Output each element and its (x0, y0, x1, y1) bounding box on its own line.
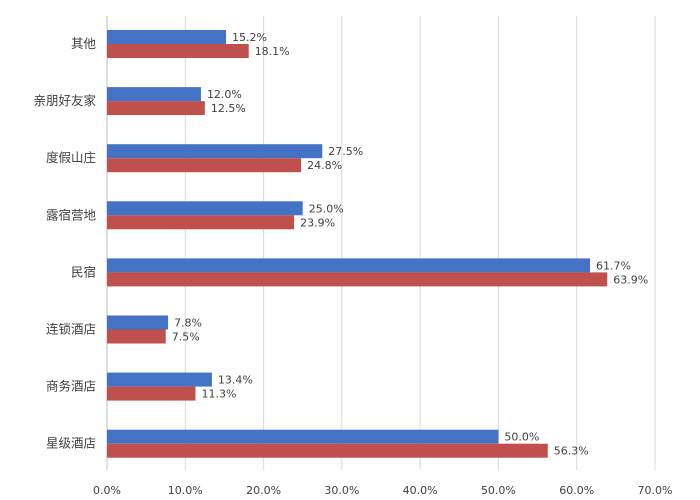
data-label: 7.5% (172, 331, 200, 344)
bar (107, 329, 166, 344)
data-label: 56.3% (554, 445, 589, 458)
data-label: 24.8% (307, 159, 342, 172)
bar (107, 101, 205, 116)
x-tick-label: 0.0% (93, 484, 121, 497)
bar (107, 272, 608, 287)
bar (107, 315, 169, 330)
gridlines (106, 16, 656, 470)
category-label: 其他 (71, 36, 97, 51)
category-label: 星级酒店 (46, 436, 96, 451)
data-label: 63.9% (613, 273, 648, 286)
bar (107, 443, 548, 458)
data-label: 27.5% (328, 145, 363, 158)
bar (107, 372, 212, 387)
category-label: 度假山庄 (46, 150, 96, 165)
data-label: 61.7% (596, 259, 631, 272)
data-label: 23.9% (300, 216, 335, 229)
bar (107, 30, 226, 44)
bar (107, 258, 591, 273)
bar (107, 201, 303, 216)
data-labels: 15.2%18.1% 12.0%12.5% 27.5%24.8% 25.0%23.9%… (172, 31, 648, 458)
data-label: 50.0% (504, 431, 539, 444)
x-tick-label: 50.0% (481, 484, 516, 497)
category-label: 亲朋好友家 (33, 93, 96, 108)
category-label: 商务酒店 (46, 379, 96, 394)
data-label: 15.2% (232, 31, 267, 44)
bar (107, 44, 249, 58)
x-tick-label: 10.0% (168, 484, 203, 497)
data-label: 7.8% (174, 317, 202, 330)
x-tick-label: 40.0% (403, 484, 438, 497)
bars (107, 30, 608, 458)
bar (107, 429, 499, 444)
data-label: 12.0% (207, 88, 242, 101)
bar (107, 215, 295, 230)
x-tick-label: 30.0% (324, 484, 359, 497)
x-tick-labels: 0.0% 10.0% 20.0% 30.0% 40.0% 50.0% 60.0% 70.0% (93, 484, 672, 497)
bar (107, 144, 323, 159)
category-label: 露宿营地 (46, 207, 97, 222)
x-tick-label: 20.0% (246, 484, 281, 497)
data-label: 12.5% (211, 102, 246, 115)
data-label: 11.3% (201, 388, 236, 401)
data-label: 18.1% (255, 45, 290, 58)
bar (107, 158, 302, 173)
bar (107, 386, 196, 401)
category-label: 连锁酒店 (46, 322, 96, 337)
x-tick-label: 70.0% (638, 484, 673, 497)
x-tick-label: 60.0% (559, 484, 594, 497)
data-label: 25.0% (309, 202, 344, 215)
data-label: 13.4% (218, 374, 253, 387)
bar (107, 87, 201, 102)
category-label: 民宿 (71, 264, 96, 279)
